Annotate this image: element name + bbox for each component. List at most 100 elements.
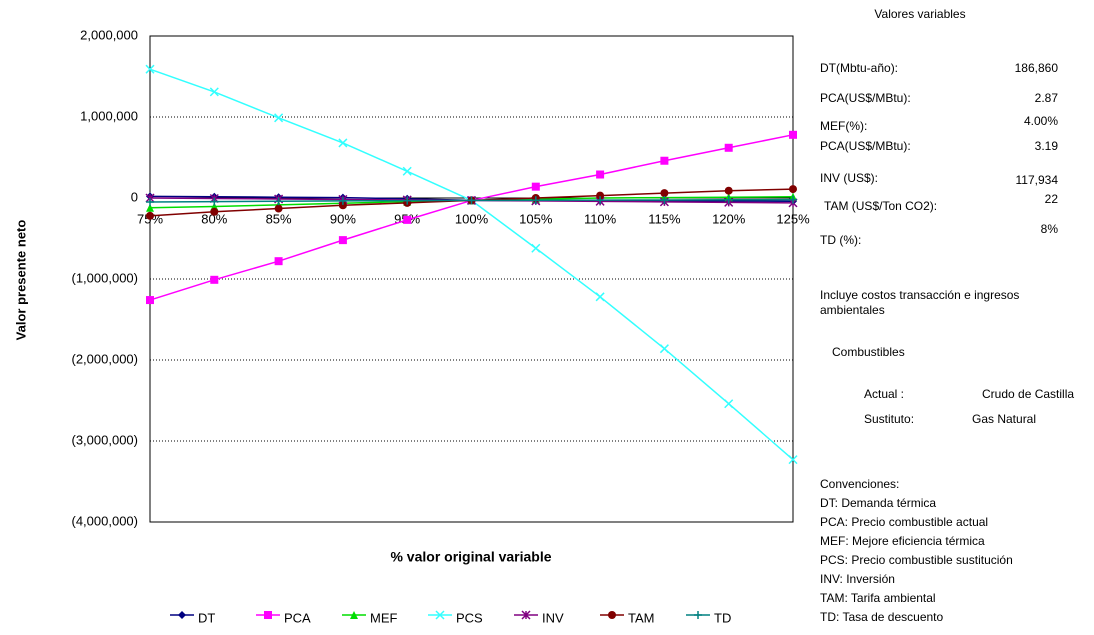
marker [531,182,540,191]
x-tick-label: 115% [648,211,681,226]
convention: INV: Inversión [820,572,895,586]
panel-note: Incluye costos transacción e ingresos [820,288,1019,302]
marker [531,196,540,205]
y-tick-label: 1,000,000 [80,108,138,123]
marker [210,275,219,284]
fuel-value: Gas Natural [972,412,1036,426]
panel-label: INV (US$): [820,171,878,185]
x-tick-label: 90% [330,211,356,226]
convention: DT: Demanda térmica [820,496,936,510]
x-tick-label: 125% [776,211,810,226]
panel-title: Valores variables [874,7,965,21]
marker [596,196,605,205]
panel-value: 22 [1045,192,1059,206]
panel-label: PCA(US$/MBtu): [820,91,911,105]
x-axis-label: % valor original variable [390,549,551,565]
convention: TAM: Tarifa ambiental [820,591,936,605]
fuel-value: Crudo de Castilla [982,387,1074,401]
panel-value: 117,934 [1016,173,1059,187]
marker [209,87,219,97]
marker [789,185,797,194]
convention: Convenciones: [820,477,899,491]
panel-label: DT(Mbtu-año): [820,61,898,75]
marker [788,455,798,465]
x-tick-label: 100% [455,211,489,226]
marker [338,138,348,148]
marker [274,113,284,123]
panel-label: TD (%): [820,233,861,247]
marker [350,611,358,619]
marker [146,296,154,305]
panel-value: 3.19 [1035,139,1059,153]
panel-note: ambientales [820,303,885,317]
marker [403,196,412,205]
convention: PCA: Precio combustible actual [820,515,988,529]
marker [660,189,669,198]
panel-value: 2.87 [1035,91,1059,105]
marker [724,143,733,152]
marker [338,236,347,245]
marker [178,611,186,619]
y-tick-label: (1,000,000) [72,270,139,285]
panel-value: 8% [1041,222,1059,236]
marker [210,207,219,216]
marker [596,170,605,179]
marker [210,197,219,206]
marker [338,196,347,205]
x-tick-label: 80% [201,211,227,226]
marker [146,203,154,212]
marker [146,211,154,220]
panel-label: PCA(US$/MBtu): [820,139,911,153]
legend-label: TAM [628,610,654,625]
marker [724,399,734,409]
convention: PCS: Precio combustible sustitución [820,553,1013,567]
legend-label: DT [198,610,215,625]
series-line [149,68,794,461]
marker [724,186,733,195]
marker [660,156,669,165]
x-tick-label: 110% [584,211,617,226]
legend-label: MEF [370,610,398,625]
marker [145,64,155,74]
legend-label: TD [714,610,731,625]
x-tick-label: 85% [266,211,292,226]
marker [403,215,412,224]
marker [264,611,272,619]
legend-label: INV [542,610,564,625]
y-tick-label: (4,000,000) [72,513,139,528]
marker [724,195,733,204]
panel-label: MEF(%): [820,119,867,133]
marker [595,292,605,302]
panel-fuels-title: Combustibles [832,345,905,359]
x-tick-label: 120% [712,211,746,226]
marker [274,197,283,206]
marker [521,610,531,620]
marker [789,130,797,139]
panel-value: 4.00% [1024,114,1058,128]
fuel-label: Actual : [864,387,904,401]
marker [146,198,154,207]
marker [274,257,283,266]
legend-label: PCA [284,610,311,625]
marker [467,196,476,205]
panel-value: 186,860 [1015,61,1059,75]
y-tick-label: 2,000,000 [80,27,138,42]
y-axis-label: Valor presente neto [13,220,28,341]
marker [402,166,412,176]
marker [274,204,283,213]
marker [694,611,702,619]
y-tick-label: (2,000,000) [72,351,139,366]
panel-label: TAM (US$/Ton CO2): [824,199,937,213]
marker [596,191,605,200]
marker [608,611,616,619]
fuel-label: Sustituto: [864,412,914,426]
convention: MEF: Mejore eficiencia térmica [820,534,985,548]
convention: TD: Tasa de descuento [820,610,944,624]
marker [659,344,669,354]
marker [338,201,347,210]
marker [435,610,445,620]
y-tick-label: (3,000,000) [72,432,139,447]
marker [531,243,541,253]
marker [789,195,797,204]
